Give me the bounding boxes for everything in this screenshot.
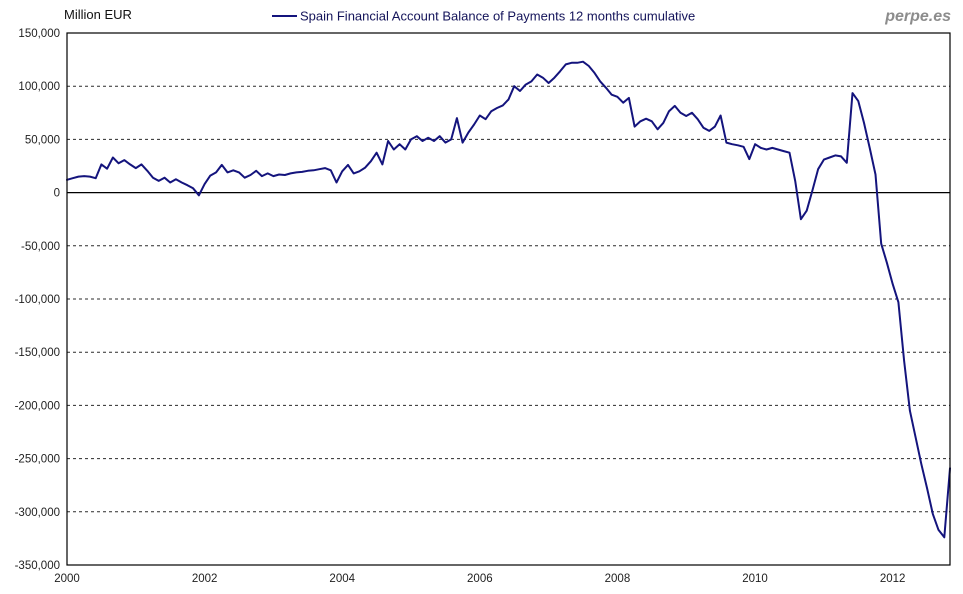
y-tick-label: -50,000 [21,241,60,253]
series-line-spain-financial-account [66,60,951,539]
watermark: perpe.es [884,8,951,25]
x-tick-label: 2000 [54,573,80,585]
legend-label: Spain Financial Account Balance of Payme… [300,9,695,24]
plot-border [66,32,951,566]
series [66,60,951,539]
y-tick-label: 50,000 [25,134,60,146]
y-tick-label: -100,000 [15,294,60,306]
x-tick-label: 2004 [329,573,355,585]
y-tick-label: 150,000 [18,28,60,40]
y-tick-label: 0 [54,188,60,200]
y-tick-label: -350,000 [15,560,60,572]
y-tick-label: -150,000 [15,347,60,359]
x-tick-label: 2010 [742,573,768,585]
plot-border-box [66,32,951,566]
y-axis-unit-label: Million EUR [64,7,132,22]
x-axis-labels: 2000 2002 2004 2006 2008 2010 2012 [54,573,905,585]
y-tick-label: -250,000 [15,454,60,466]
x-tick-label: 2006 [467,573,493,585]
x-tick-label: 2012 [880,573,906,585]
x-tick-label: 2008 [605,573,631,585]
gridlines [67,85,950,513]
y-axis-labels: 150,000 100,000 50,000 0 -50,000 -100,000 -150… [15,28,60,572]
legend: Spain Financial Account Balance of Payme… [272,9,695,24]
y-tick-label: -200,000 [15,400,60,412]
y-tick-label: -300,000 [15,507,60,519]
x-tick-label: 2002 [192,573,218,585]
y-tick-label: 100,000 [18,81,60,93]
